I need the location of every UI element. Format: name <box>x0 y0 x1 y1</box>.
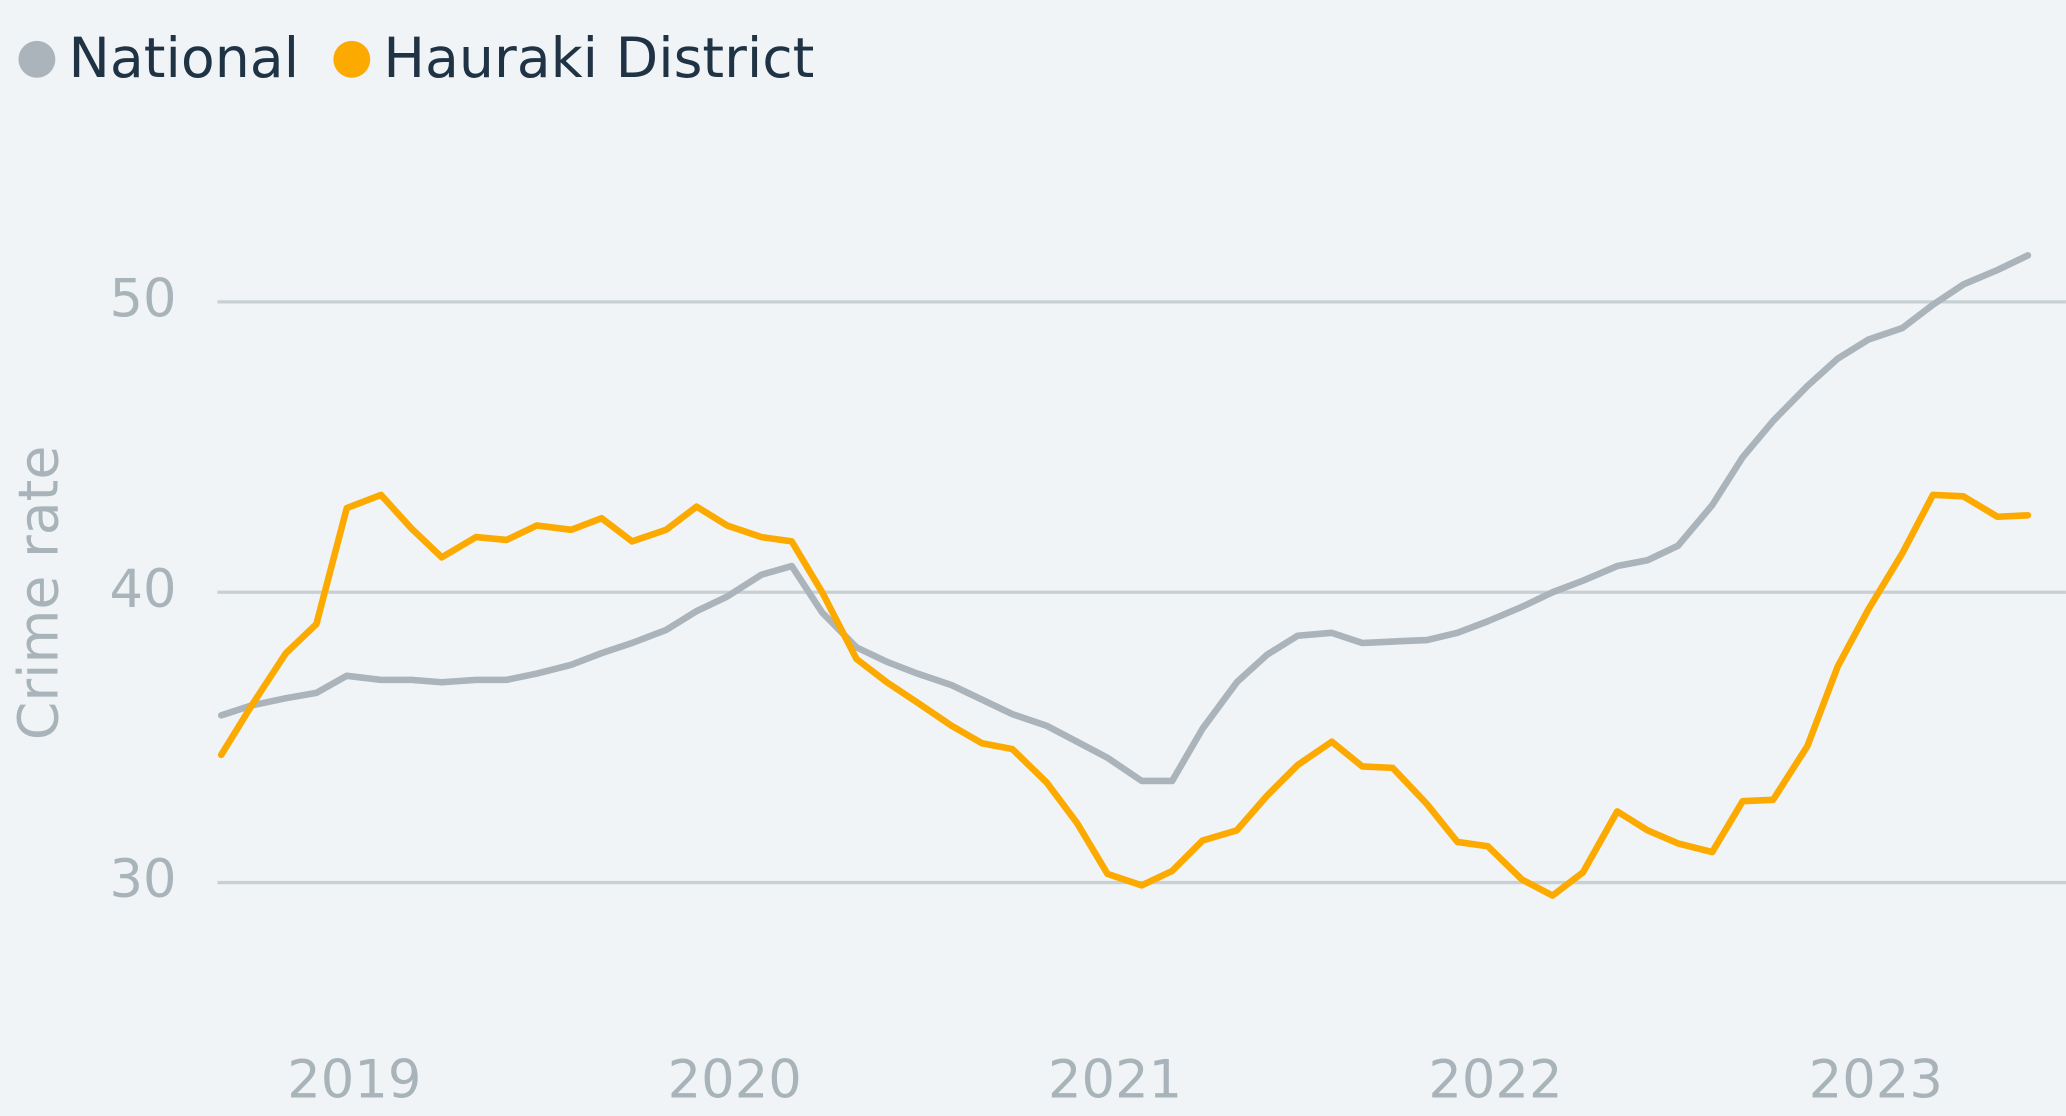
legend-label: Hauraki District <box>383 27 814 91</box>
x-tick-label: 2020 <box>668 1050 802 1111</box>
x-tick-label: 2019 <box>287 1050 421 1111</box>
y-tick-label: 40 <box>110 559 177 620</box>
series-line <box>217 252 2032 785</box>
legend-marker <box>333 40 371 78</box>
y-tick-label: 30 <box>110 849 177 910</box>
y-axis-label: Crime rate <box>7 446 71 741</box>
y-tick-label: 50 <box>110 269 177 330</box>
series-line <box>217 491 2032 899</box>
x-tick-label: 2023 <box>1809 1050 1943 1111</box>
legend-marker <box>18 40 56 78</box>
x-tick-label: 2021 <box>1048 1050 1182 1111</box>
legend-label: National <box>69 27 300 91</box>
x-tick-label: 2022 <box>1428 1050 1562 1111</box>
